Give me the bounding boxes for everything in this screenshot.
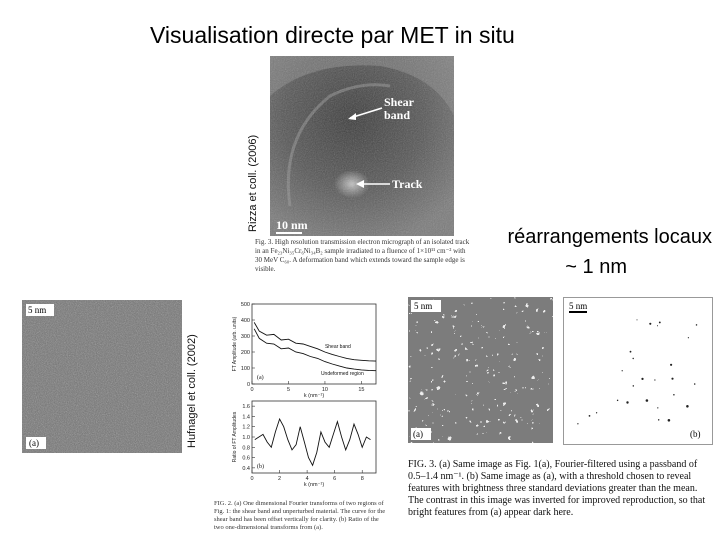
scale-bar	[276, 232, 302, 234]
filtered-b-scale-label: 5 nm	[569, 301, 588, 313]
series-line-2	[253, 328, 377, 372]
x-tick-label: 8	[361, 476, 364, 482]
x-tick-label: 4	[306, 476, 309, 482]
note-rearrangements: réarrangements locaux	[507, 226, 712, 248]
threshold-dot	[621, 370, 623, 372]
x-tick-label: 2	[278, 476, 281, 482]
threshold-dot	[645, 399, 649, 402]
filtered-caption: FIG. 3. (a) Same image as Fig. 1(a), Fou…	[408, 459, 706, 518]
threshold-dot	[671, 377, 674, 380]
threshold-dot	[670, 363, 673, 366]
filtered-texture-a	[408, 297, 553, 443]
y-tick-label: 1.2	[242, 425, 250, 431]
threshold-dot	[588, 415, 591, 417]
x-tick-label: 0	[250, 476, 253, 482]
y-tick-label: 1.6	[242, 404, 250, 410]
y-tick-label: 500	[241, 302, 250, 308]
threshold-dot	[577, 423, 579, 425]
filtered-image-b: 5 nm (b)	[563, 297, 713, 445]
rizza-tem-micrograph: Shear band Track 10 nm	[270, 56, 454, 236]
threshold-dot	[632, 357, 634, 360]
series-line-1	[253, 322, 377, 362]
credit-rizza: Rizza et coll. (2006)	[247, 134, 259, 232]
y-tick-label: 0.4	[242, 466, 250, 472]
x-tick-label: 5	[287, 387, 290, 393]
y-tick-label: 200	[241, 350, 250, 356]
threshold-dot	[657, 407, 659, 409]
x-tick-label: 10	[322, 387, 328, 393]
filtered-b-panel-label: (b)	[690, 429, 701, 439]
panel-label: (b)	[257, 463, 264, 470]
threshold-dot	[656, 325, 659, 327]
filtered-a-scale-label: 5 nm	[414, 301, 433, 311]
rizza-caption: Fig. 3. High resolution transmission ele…	[255, 238, 470, 273]
hufnagel-tem-texture	[22, 300, 182, 453]
y-tick-label: 400	[241, 318, 250, 324]
note-scale: ~ 1 nm	[565, 256, 627, 278]
plot-panel-b: 1.6 1.4 1.2 1.0 0.8 0.6 0.40 2 4 6 8 k (nm⁻¹) Ratio …	[232, 400, 377, 488]
hufnagel-tem-image: 5 nm (a)	[22, 300, 182, 453]
filtered-a-panel-label: (a)	[413, 429, 423, 439]
threshold-dot	[667, 419, 671, 422]
slide-title: Visualisation directe par MET in situ	[150, 22, 515, 48]
x-axis-label: k (nm⁻¹)	[304, 482, 324, 488]
threshold-dot	[693, 383, 696, 385]
threshold-dot	[626, 401, 629, 404]
threshold-dot	[657, 419, 660, 421]
series-line-1	[254, 417, 371, 467]
rizza-scale-label: 10 nm	[276, 218, 308, 232]
threshold-dot	[686, 405, 689, 408]
y-axis-label: Ratio of FT Amplitudes	[232, 411, 238, 462]
threshold-dots	[577, 319, 698, 425]
y-tick-label: 100	[241, 366, 250, 372]
threshold-dot	[695, 324, 698, 326]
panel-label: (a)	[257, 374, 264, 381]
threshold-dot	[632, 385, 635, 387]
threshold-dot	[616, 399, 619, 402]
plot-panel-a: 500 400 300 200 100 00 5 10 15 k (nm⁻¹) FT Amplitu…	[232, 302, 377, 399]
fourier-plots-figure: 500 400 300 200 100 0 0 5 10 15 k (nm⁻¹) FT Amplitu…	[214, 296, 384, 506]
x-axis-label: k (nm⁻¹)	[304, 393, 324, 399]
threshold-dot	[595, 412, 598, 414]
threshold-dot	[687, 337, 690, 339]
y-tick-label: 0.8	[242, 445, 250, 451]
plot-frame	[251, 303, 377, 385]
threshold-dot	[641, 377, 644, 381]
hufnagel-scale-label: 5 nm	[28, 305, 47, 315]
rizza-tem-texture	[270, 56, 454, 236]
credit-hufnagel: Hufnagel et coll. (2002)	[186, 334, 198, 448]
threshold-dot	[649, 322, 652, 325]
hufnagel-panel-label: (a)	[29, 438, 39, 448]
track-label: Track	[392, 177, 423, 191]
legend-shear-band: Shear band	[325, 344, 351, 350]
shear-band-label: Shear band	[384, 95, 414, 122]
threshold-dot	[654, 379, 656, 381]
y-tick-label: 0.6	[242, 456, 250, 462]
threshold-dot	[673, 393, 675, 396]
x-tick-label: 0	[250, 387, 253, 393]
y-axis-label: FT Amplitude (arb. units)	[232, 316, 238, 371]
filtered-image-a: 5 nm (a)	[408, 297, 553, 443]
x-tick-label: 15	[358, 387, 364, 393]
threshold-dot	[629, 350, 632, 353]
y-tick-label: 300	[241, 334, 250, 340]
hufnagel-plot-caption: FIG. 2. (a) One dimensional Fourier tran…	[214, 500, 386, 531]
x-tick-label: 6	[333, 476, 336, 482]
y-tick-label: 0	[247, 382, 250, 388]
threshold-dot	[636, 319, 638, 321]
legend-undeformed: Undeformed region	[321, 371, 364, 377]
y-tick-label: 1.0	[242, 435, 250, 441]
threshold-dot	[658, 321, 661, 324]
y-tick-label: 1.4	[242, 414, 250, 420]
